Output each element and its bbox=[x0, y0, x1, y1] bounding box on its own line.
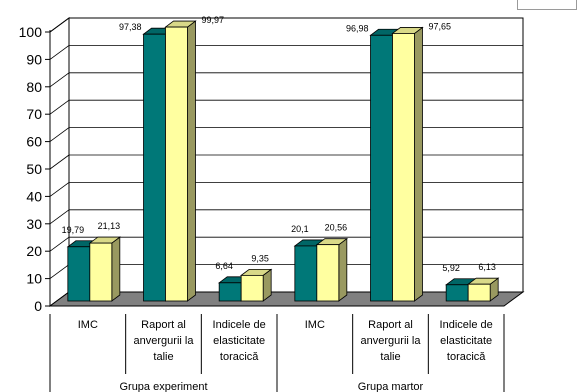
category-label: elasticitate bbox=[213, 335, 265, 347]
data-label: 20,1 bbox=[291, 224, 309, 234]
bar bbox=[392, 33, 415, 302]
bar bbox=[316, 244, 340, 302]
category-label: Indicele de bbox=[440, 319, 493, 331]
bar bbox=[370, 34, 393, 302]
bar-side bbox=[111, 236, 121, 302]
y-tick-label: 40 bbox=[26, 188, 42, 204]
y-tick-label: 10 bbox=[26, 271, 42, 287]
category-label: anvergurii la bbox=[134, 335, 195, 347]
data-label: 9,35 bbox=[251, 253, 269, 263]
group-label: Grupa martor bbox=[358, 381, 424, 392]
y-tick-label: 80 bbox=[26, 79, 42, 95]
y-tick-label: 20 bbox=[26, 243, 42, 259]
category-label: talie bbox=[380, 351, 400, 363]
gridline-diag bbox=[49, 45, 70, 60]
bar bbox=[143, 33, 166, 302]
gridline-diag bbox=[49, 127, 70, 142]
gridline-diag bbox=[49, 236, 70, 252]
gridline-diag bbox=[49, 17, 70, 33]
bar bbox=[67, 246, 91, 302]
y-tick-label: 30 bbox=[26, 216, 42, 232]
bar bbox=[89, 242, 113, 302]
category-label: Raport al bbox=[368, 319, 413, 331]
y-tick-label: 100 bbox=[19, 24, 43, 40]
data-label: 20,56 bbox=[325, 223, 348, 233]
legend-box bbox=[517, 0, 577, 10]
bar bbox=[294, 245, 318, 302]
data-label: 99,97 bbox=[202, 15, 225, 25]
group-label: Grupa experiment bbox=[119, 381, 207, 392]
category-label: Indicele de bbox=[213, 319, 266, 331]
y-tick-label: 0 bbox=[34, 298, 42, 314]
data-label: 6,64 bbox=[215, 261, 233, 271]
category-label: anvergurii la bbox=[361, 335, 422, 347]
data-label: 97,38 bbox=[119, 22, 142, 32]
data-label: 6,13 bbox=[478, 262, 496, 272]
gridline-diag bbox=[49, 99, 70, 115]
gridline-diag bbox=[49, 72, 70, 88]
category-label: IMC bbox=[305, 319, 325, 331]
y-tick-label: 90 bbox=[26, 51, 42, 67]
bar-side bbox=[338, 237, 348, 302]
data-label: 97,65 bbox=[429, 21, 452, 31]
y-tick-label: 70 bbox=[26, 106, 42, 122]
category-label: toracică bbox=[220, 351, 259, 363]
bar-side bbox=[414, 26, 423, 302]
bar bbox=[240, 274, 264, 302]
bar bbox=[445, 284, 469, 302]
data-label: 19,79 bbox=[62, 225, 85, 235]
category-label: IMC bbox=[78, 319, 98, 331]
category-label: toracică bbox=[447, 351, 486, 363]
gridline-diag bbox=[49, 264, 70, 279]
bar bbox=[467, 283, 491, 302]
data-label: 96,98 bbox=[346, 23, 369, 33]
y-tick-label: 60 bbox=[26, 134, 42, 150]
gridline-diag bbox=[49, 182, 70, 197]
bar bbox=[165, 26, 188, 302]
category-label: talie bbox=[153, 351, 173, 363]
bar-side bbox=[187, 20, 196, 302]
y-tick-label: 50 bbox=[26, 161, 42, 177]
data-label: 5,92 bbox=[442, 263, 460, 273]
category-label: Raport al bbox=[141, 319, 186, 331]
category-label: elasticitate bbox=[440, 335, 492, 347]
bar bbox=[218, 282, 242, 302]
gridline-diag bbox=[49, 154, 70, 170]
data-label: 21,13 bbox=[98, 221, 121, 231]
gridline-diag bbox=[49, 209, 70, 225]
